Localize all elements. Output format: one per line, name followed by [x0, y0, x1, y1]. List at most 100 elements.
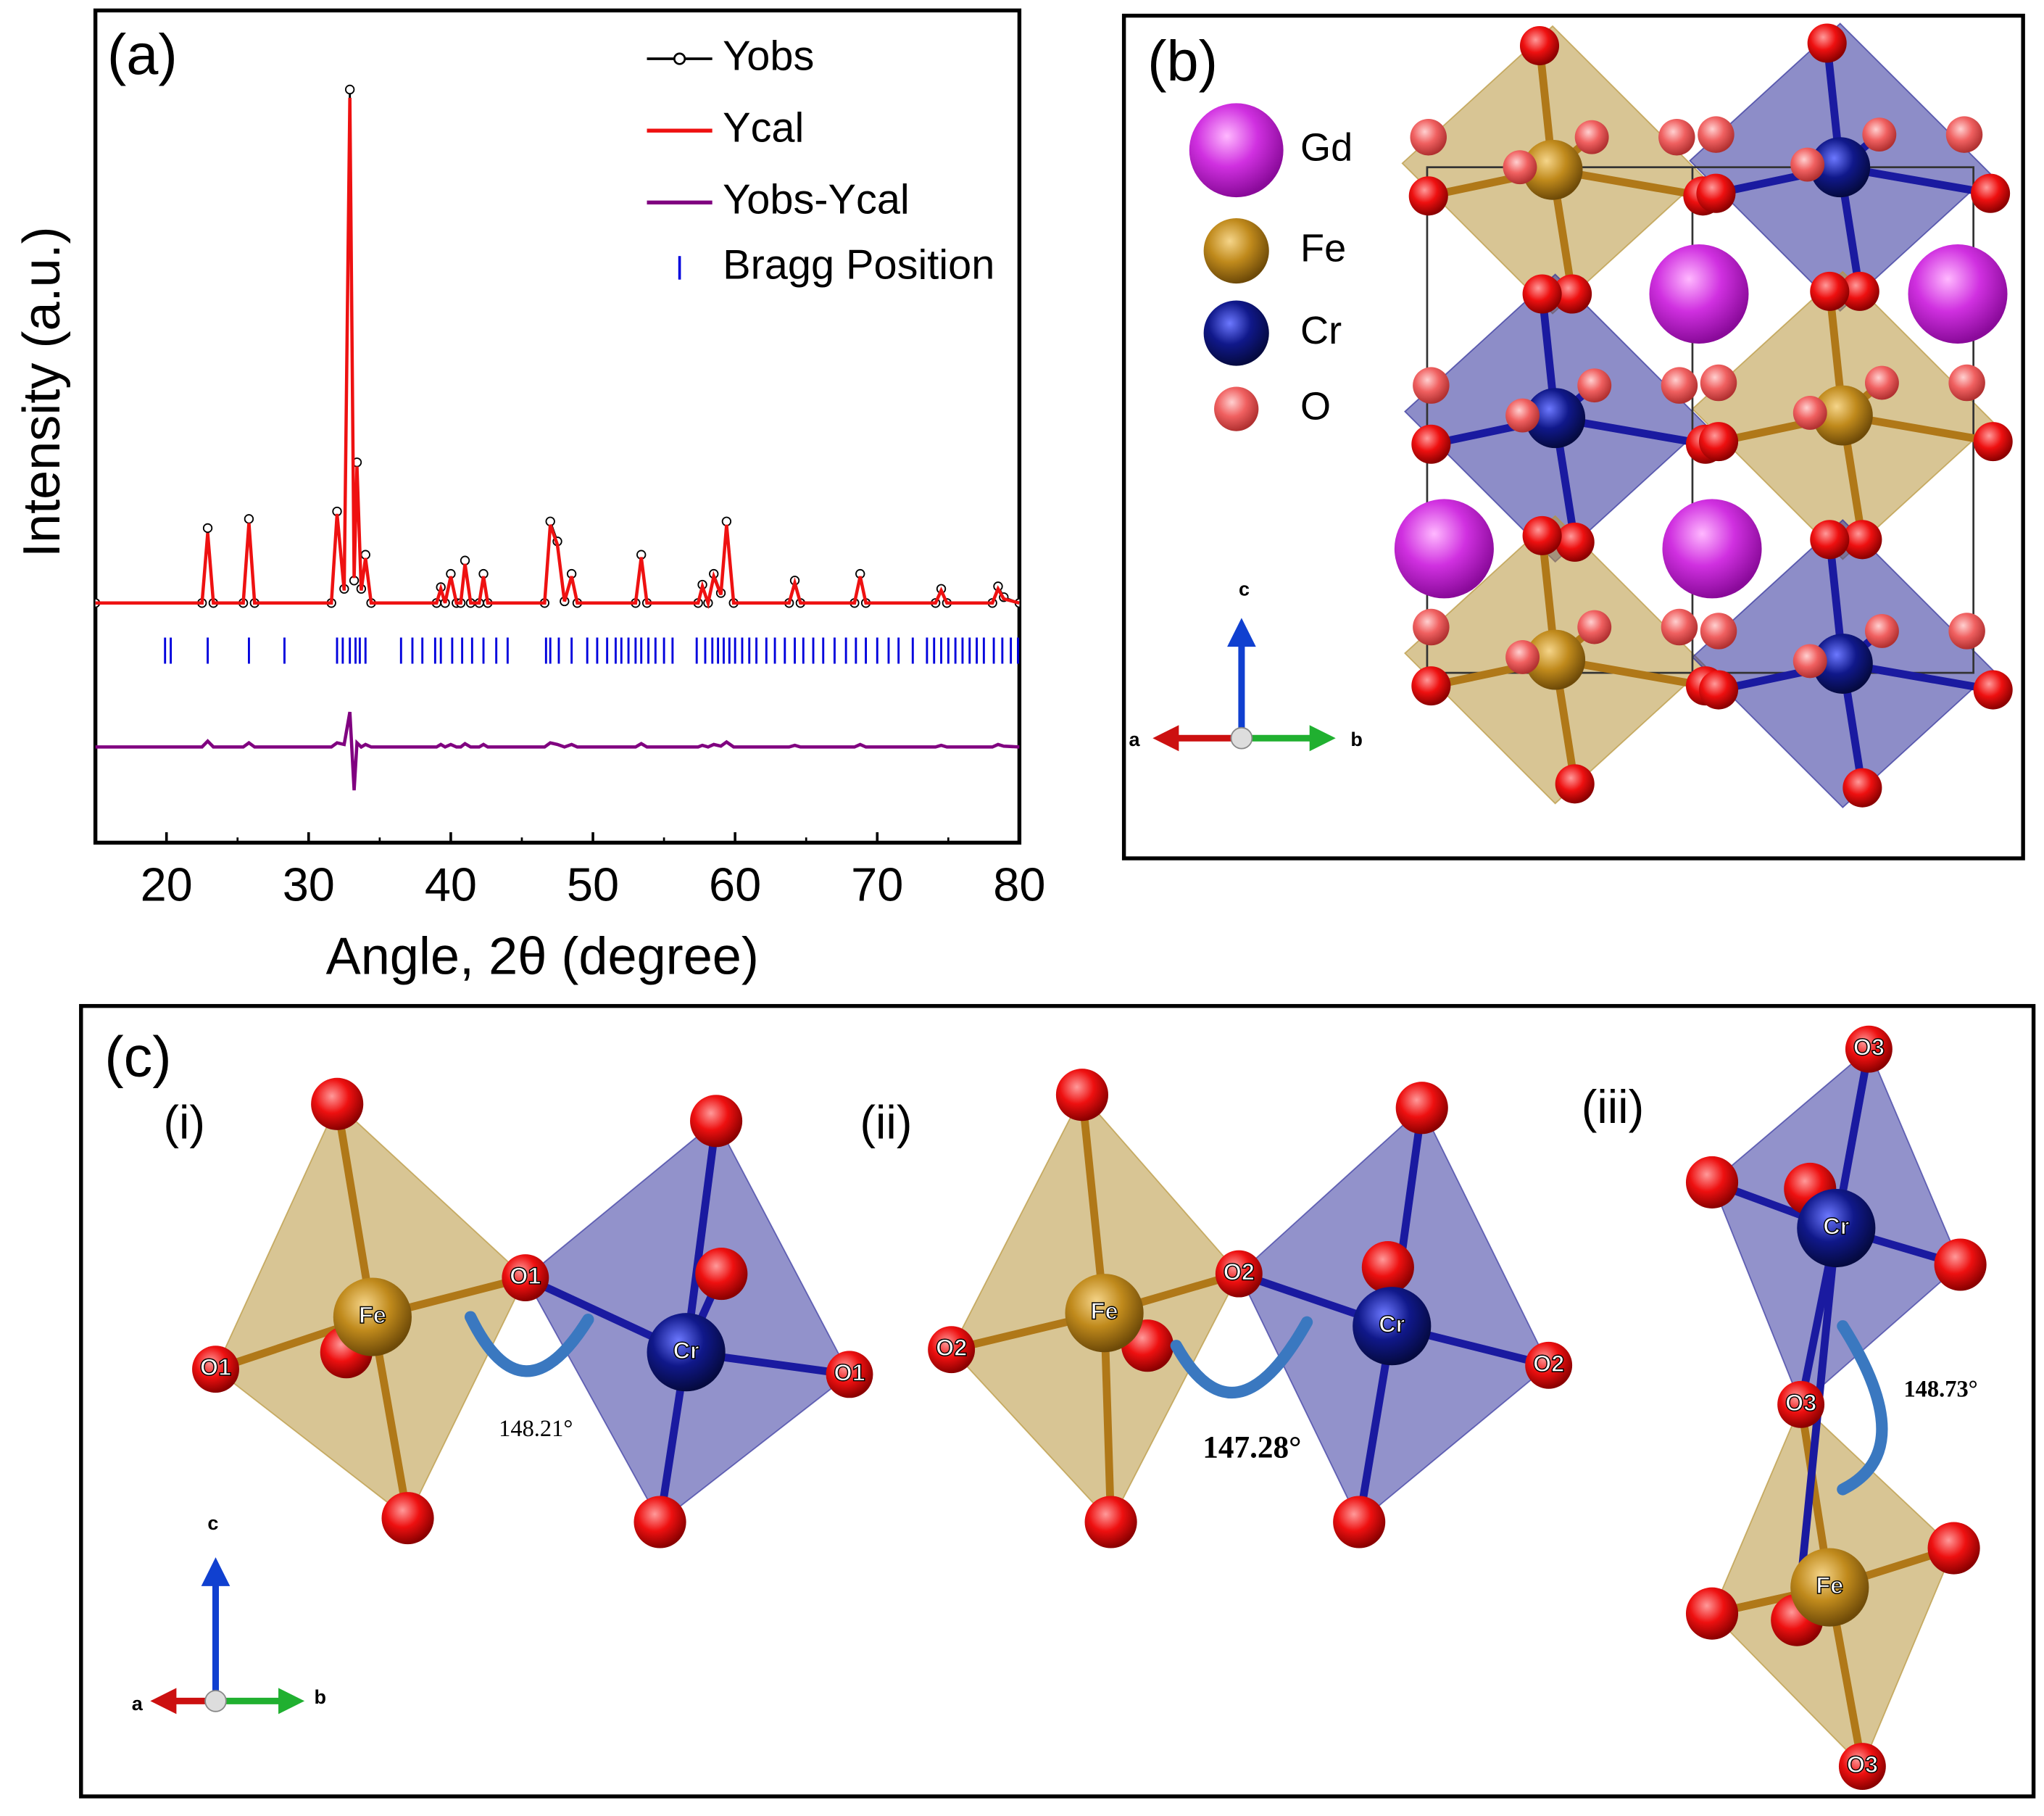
- data-point: [360, 550, 370, 560]
- atom: [1792, 396, 1827, 430]
- x-axis-label: Angle, 2θ (degree): [326, 928, 759, 986]
- atom-label: Cr: [1823, 1214, 1849, 1240]
- atom: [1934, 1238, 1987, 1291]
- axis-label: b: [314, 1686, 326, 1708]
- sub-structure: (i) Fe Cr O1 O1 O1 148.21°: [163, 1077, 873, 1548]
- atom: [1696, 173, 1736, 213]
- atom: [1812, 385, 1873, 446]
- data-point: [460, 555, 470, 565]
- atom-label: O3: [1847, 1751, 1878, 1778]
- atom: [1413, 367, 1450, 404]
- atom-label: Cr: [673, 1338, 699, 1364]
- x-tick-label: 70: [851, 858, 903, 911]
- atom: [928, 1326, 976, 1374]
- atom-label: Fe: [1091, 1298, 1118, 1324]
- crystal-structure: [1394, 22, 2013, 808]
- angle-arrow: [1170, 1316, 1313, 1399]
- legend-label: O: [1300, 384, 1331, 428]
- atom: [1698, 422, 1739, 462]
- sub-structure: (ii) Fe Cr O2 O2 O2 147.28°: [860, 1069, 1573, 1548]
- axis-label: c: [207, 1512, 218, 1534]
- atom: [1698, 116, 1735, 153]
- atom: [1522, 139, 1583, 200]
- atom: [1574, 120, 1609, 154]
- atom: [1505, 640, 1540, 674]
- atom-label: O2: [936, 1335, 967, 1361]
- data-point: [545, 516, 555, 526]
- atom-label: O3: [1853, 1035, 1885, 1061]
- atom: [1840, 271, 1879, 311]
- x-tick-label: 40: [425, 858, 477, 911]
- atom: [1084, 1496, 1137, 1548]
- plot-area: [95, 84, 1020, 791]
- atom: [1842, 768, 1882, 808]
- atom: [1971, 173, 2011, 213]
- atom: [826, 1351, 873, 1398]
- axis-origin: [204, 1690, 227, 1712]
- atom: [1649, 244, 1749, 344]
- atom-label: O2: [1224, 1259, 1255, 1285]
- atom: [1519, 26, 1560, 66]
- atom: [690, 1095, 743, 1148]
- atom-label: O3: [1785, 1390, 1816, 1416]
- atom: [1408, 176, 1448, 216]
- atom: [1908, 244, 2008, 344]
- legend-label: Fe: [1300, 226, 1346, 270]
- y-axis-label: Intensity (a.u.): [13, 226, 71, 557]
- panel-label: (c): [104, 1024, 171, 1088]
- atom: [1525, 1341, 1573, 1389]
- legend-marker: [673, 52, 686, 65]
- atom: [1973, 422, 2013, 462]
- atom: [695, 1248, 748, 1301]
- atom: [1203, 300, 1269, 366]
- atom: [1810, 520, 1850, 560]
- atom: [1353, 1287, 1432, 1366]
- atom: [1807, 23, 1847, 63]
- legend-label: Ycal: [723, 104, 804, 151]
- atom: [1927, 1522, 1980, 1575]
- atom: [1700, 364, 1737, 402]
- atom: [1505, 398, 1540, 433]
- atom: [1555, 522, 1595, 562]
- atom: [1685, 1156, 1739, 1208]
- atom: [1945, 116, 1983, 153]
- bond: [1792, 1227, 1840, 1621]
- data-point: [721, 516, 732, 526]
- atom-label: Fe: [359, 1302, 386, 1328]
- axis-origin: [1230, 726, 1253, 750]
- atom: [1410, 118, 1447, 156]
- atom: [1662, 499, 1762, 599]
- atom: [1777, 1380, 1825, 1428]
- axis-arrow-head: [150, 1688, 177, 1715]
- sub-label: (ii): [860, 1096, 912, 1149]
- panel-a: 20 30 40 50 60 70 80 Angle, 2θ (degree) Intensit…: [13, 8, 1045, 986]
- atom: [1973, 670, 2013, 710]
- panel-c: (c) (i) Fe Cr O1 O1 O1 148.21° (ii) Fe Cr O2 O2 O2 147…: [79, 1003, 2036, 1799]
- atom: [1065, 1274, 1144, 1353]
- data-point: [345, 84, 355, 95]
- atom: [1525, 629, 1586, 690]
- atom: [1810, 137, 1871, 198]
- atom: [1790, 147, 1825, 182]
- atom: [311, 1077, 364, 1130]
- panel-label: (b): [1147, 28, 1218, 93]
- axis-label: c: [1239, 579, 1250, 600]
- x-tick-label: 30: [283, 858, 335, 911]
- atom: [1797, 1188, 1876, 1268]
- atom: [1525, 388, 1586, 449]
- angle-arrow: [464, 1311, 594, 1377]
- atom: [1864, 614, 1899, 648]
- series-line: [95, 89, 1020, 605]
- atom-label: O2: [1533, 1351, 1564, 1377]
- axis-label: b: [1350, 729, 1363, 750]
- bond-angle: 148.73°: [1903, 1377, 1977, 1403]
- x-tick-label: 50: [567, 858, 619, 911]
- legend-label: Yobs: [723, 33, 814, 79]
- legend-label: Yobs-Ycal: [723, 177, 910, 223]
- atom: [1413, 608, 1450, 646]
- atom: [1214, 386, 1259, 431]
- atom: [1215, 1250, 1263, 1298]
- atom: [1698, 670, 1739, 710]
- atom: [1555, 764, 1595, 804]
- bond-angle: 148.21°: [499, 1416, 573, 1442]
